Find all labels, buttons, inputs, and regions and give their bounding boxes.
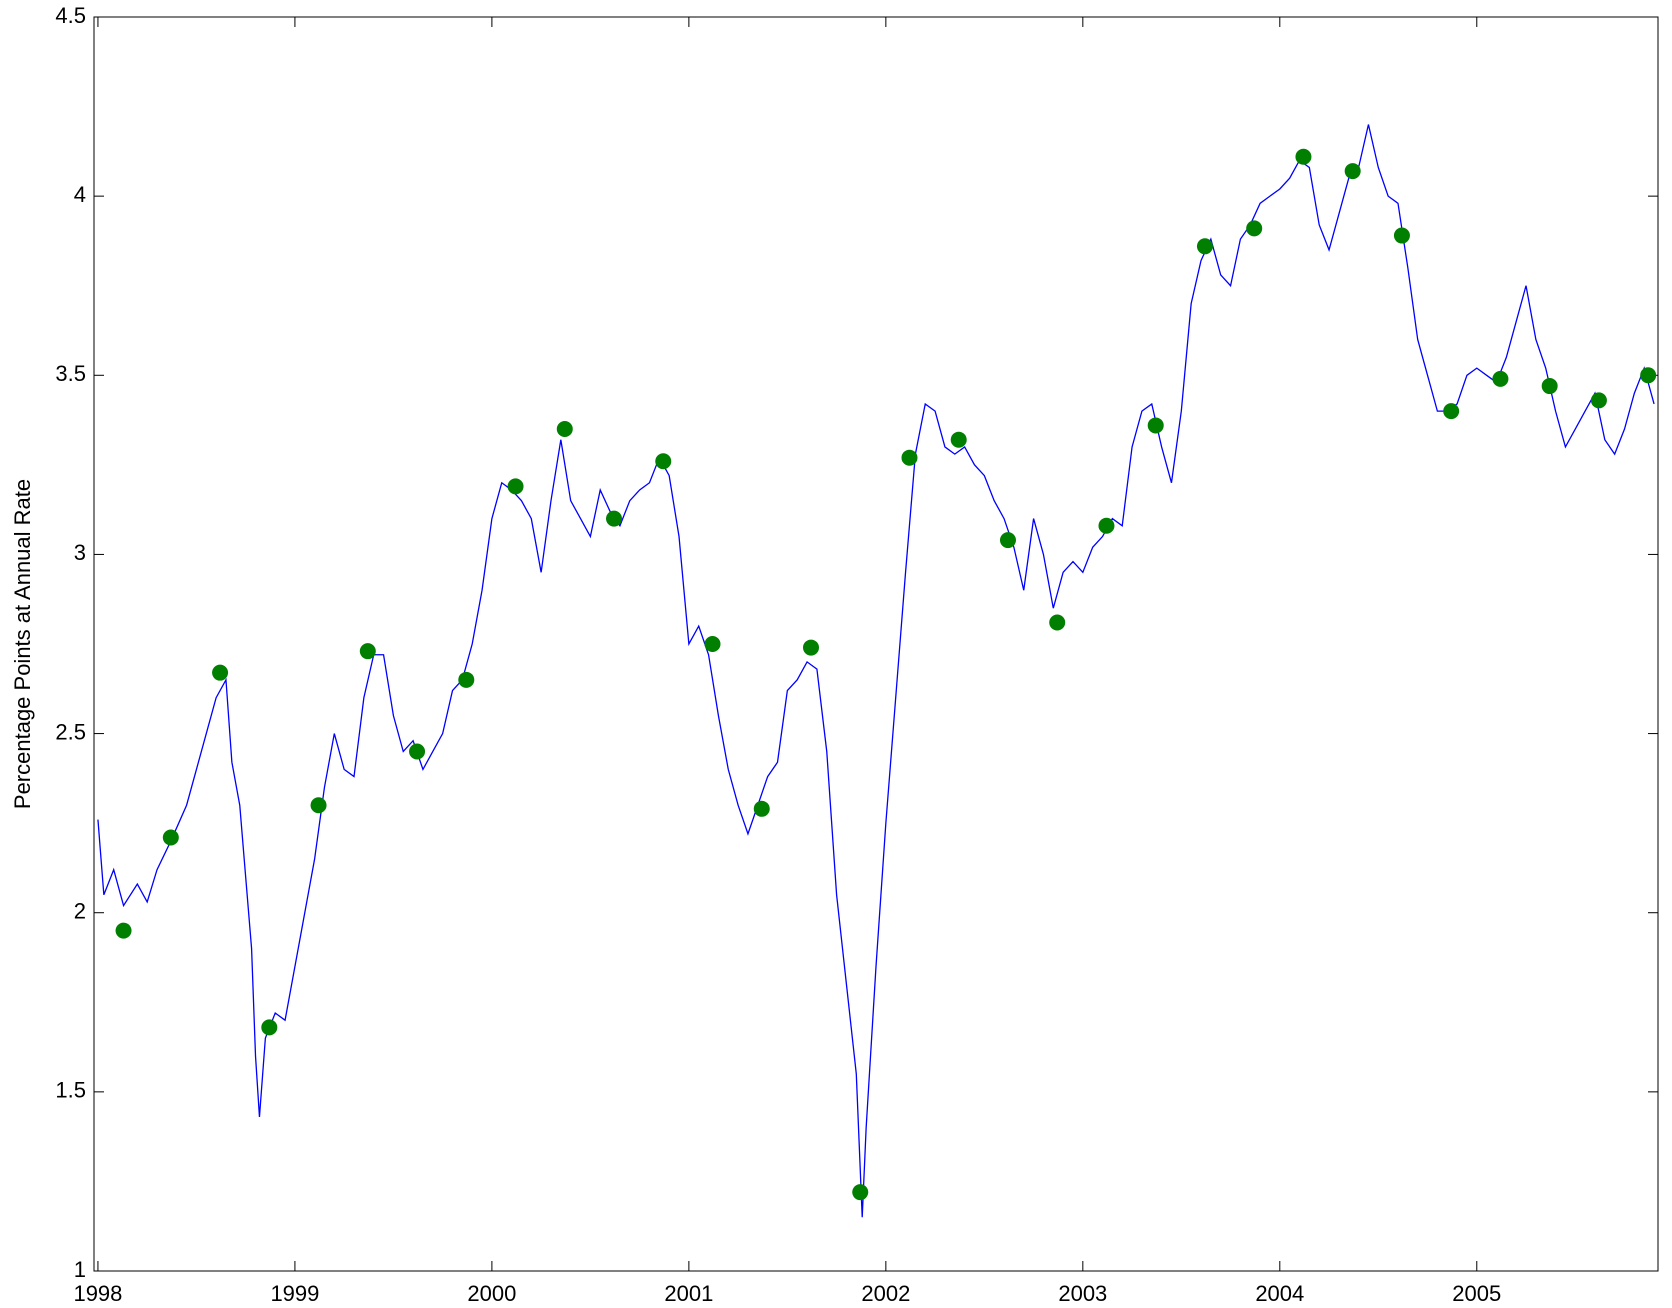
data-line — [97, 124, 1655, 1218]
data-point — [1098, 517, 1115, 534]
y-tick-label: 1 — [74, 1257, 86, 1282]
data-point — [1049, 614, 1066, 631]
x-tick-label: 2000 — [467, 1281, 516, 1306]
data-point — [1541, 378, 1558, 395]
data-point — [1393, 227, 1410, 244]
data-point — [1147, 417, 1164, 434]
y-tick-label: 1.5 — [55, 1078, 86, 1103]
data-point — [704, 636, 721, 652]
data-point — [409, 743, 426, 760]
y-tick-label: 2.5 — [55, 719, 86, 744]
x-tick-label: 1999 — [270, 1281, 319, 1306]
y-axis-label: Percentage Points at Annual Rate — [10, 479, 35, 809]
data-point — [212, 664, 229, 681]
data-point — [802, 639, 819, 656]
data-point — [655, 453, 672, 470]
data-point — [1590, 392, 1607, 409]
data-point — [1196, 238, 1213, 255]
y-tick-label: 3.5 — [55, 361, 86, 386]
data-point — [1443, 403, 1460, 420]
x-tick-label: 2002 — [861, 1281, 910, 1306]
y-tick-label: 2 — [74, 899, 86, 924]
data-point — [753, 800, 770, 817]
data-point — [458, 671, 475, 688]
data-point — [1246, 220, 1263, 237]
data-point — [310, 797, 327, 814]
data-point — [359, 643, 376, 660]
x-tick-label: 2003 — [1058, 1281, 1107, 1306]
data-point — [901, 449, 918, 466]
y-tick-label: 3 — [74, 540, 86, 565]
data-point — [115, 922, 132, 939]
data-point — [1640, 367, 1657, 384]
x-tick-label: 2001 — [664, 1281, 713, 1306]
data-point — [1344, 163, 1361, 180]
data-point — [999, 532, 1016, 549]
x-tick-label: 2005 — [1452, 1281, 1501, 1306]
y-tick-label: 4 — [74, 182, 86, 207]
data-point — [852, 1184, 869, 1201]
plot-frame — [93, 16, 1659, 1272]
data-point — [1295, 148, 1312, 165]
x-tick-label: 2004 — [1255, 1281, 1304, 1306]
data-point — [606, 510, 623, 527]
data-point — [950, 431, 967, 448]
data-point — [261, 1019, 278, 1036]
data-point — [556, 421, 573, 438]
y-tick-label: 4.5 — [55, 3, 86, 28]
data-point — [507, 478, 524, 495]
x-tick-label: 1998 — [73, 1281, 122, 1306]
data-point — [162, 829, 179, 846]
data-point — [1492, 370, 1509, 387]
